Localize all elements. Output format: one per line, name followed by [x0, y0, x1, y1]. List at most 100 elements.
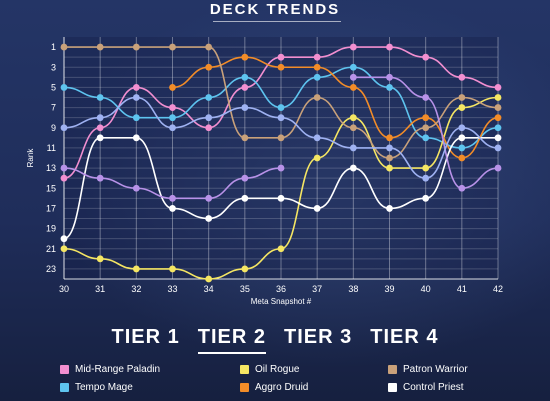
data-point-patron-warrior: [349, 124, 357, 132]
data-point-tempo-mage: [169, 114, 176, 122]
data-point-tempo-mage: [349, 63, 357, 71]
data-point-control-priest: [60, 235, 68, 243]
x-tick-label: 34: [204, 284, 214, 294]
data-point-lavender: [132, 184, 140, 192]
data-point-oil-rogue: [313, 154, 321, 162]
y-tick-label: 17: [46, 203, 56, 213]
tab-tier-2[interactable]: TIER 2: [197, 324, 266, 354]
data-point-control-priest: [458, 134, 466, 142]
data-point-lavender: [169, 194, 176, 202]
data-point-sky: [313, 134, 321, 142]
title-underline: [213, 21, 341, 22]
y-tick-label: 11: [47, 143, 56, 153]
data-point-lavender: [349, 73, 357, 81]
legend-swatch: [388, 382, 397, 392]
data-point-sky: [494, 144, 502, 152]
y-tick-label: 23: [46, 264, 56, 274]
tab-tier-3[interactable]: TIER 3: [284, 326, 353, 348]
data-point-aggro-druid: [241, 53, 249, 61]
data-point-patron-warrior: [422, 124, 430, 132]
legend-label: Aggro Druid: [255, 381, 309, 393]
data-point-sky: [205, 114, 213, 122]
data-point-control-priest: [241, 194, 249, 202]
data-point-mid-range-paladin: [458, 73, 466, 81]
legend-label: Control Priest: [403, 381, 464, 393]
data-point-patron-warrior: [132, 43, 140, 51]
data-point-tempo-mage: [96, 94, 104, 101]
legend-swatch: [60, 364, 69, 374]
data-point-sky: [386, 144, 393, 152]
legend-item-patron-warrior[interactable]: Patron Warrior: [388, 362, 468, 376]
legend-label: Oil Rogue: [255, 363, 300, 375]
data-point-tempo-mage: [241, 73, 249, 81]
legend-item-control-priest[interactable]: Control Priest: [388, 380, 464, 394]
legend-swatch: [388, 364, 397, 374]
y-tick-label: 1: [51, 42, 56, 52]
data-point-mid-range-paladin: [494, 84, 502, 91]
plot-area: [64, 37, 498, 279]
data-point-sky: [422, 174, 430, 182]
x-tick-label: 39: [384, 284, 394, 294]
legend-item-aggro-druid[interactable]: Aggro Druid: [240, 380, 308, 394]
x-tick-label: 41: [457, 284, 467, 294]
data-point-control-priest: [422, 194, 430, 202]
data-point-control-priest: [313, 205, 321, 212]
x-tick-label: 35: [240, 284, 250, 294]
y-tick-label: 19: [46, 224, 56, 234]
data-point-control-priest: [494, 134, 502, 142]
legend-item-oil-rogue[interactable]: Oil Rogue: [240, 362, 299, 376]
series-line-lavender: [353, 76, 499, 190]
y-tick-label: 13: [46, 163, 56, 173]
data-point-control-priest: [205, 215, 213, 222]
data-point-control-priest: [169, 205, 176, 212]
data-point-patron-warrior: [169, 43, 176, 51]
data-point-mid-range-paladin: [96, 124, 104, 132]
series-line-aggro-druid: [172, 56, 499, 159]
chart-legend: Mid-Range Paladin Oil Rogue Patron Warri…: [0, 362, 550, 398]
data-point-tempo-mage: [494, 124, 502, 132]
data-point-patron-warrior: [277, 134, 285, 142]
data-point-oil-rogue: [205, 275, 213, 283]
data-point-aggro-druid: [458, 154, 466, 162]
data-point-mid-range-paladin: [386, 43, 393, 51]
data-point-oil-rogue: [96, 255, 104, 263]
data-point-oil-rogue: [277, 245, 285, 253]
data-point-aggro-druid: [386, 134, 393, 142]
legend-label: Tempo Mage: [75, 381, 133, 393]
data-point-oil-rogue: [494, 94, 502, 101]
data-point-lavender: [494, 164, 502, 172]
x-tick-label: 31: [95, 284, 105, 294]
data-point-aggro-druid: [313, 63, 321, 71]
y-tick-label: 5: [51, 82, 56, 92]
data-point-patron-warrior: [313, 94, 321, 101]
data-point-sky: [349, 144, 357, 152]
x-tick-label: 30: [59, 284, 69, 294]
data-point-sky: [458, 124, 466, 132]
data-point-sky: [132, 94, 140, 101]
data-point-sky: [277, 114, 285, 122]
data-point-control-priest: [96, 134, 104, 142]
x-tick-label: 37: [312, 284, 322, 294]
data-point-tempo-mage: [422, 134, 430, 142]
data-point-sky: [96, 114, 104, 122]
data-point-oil-rogue: [386, 164, 393, 172]
data-point-mid-range-paladin: [60, 174, 68, 182]
data-point-lavender: [241, 174, 249, 182]
tab-tier-4[interactable]: TIER 4: [370, 326, 439, 348]
y-tick-label: 7: [51, 103, 56, 113]
tab-tier-1[interactable]: TIER 1: [111, 326, 180, 348]
data-point-lavender: [205, 194, 213, 202]
data-point-aggro-druid: [205, 63, 213, 71]
data-point-mid-range-paladin: [132, 84, 140, 91]
legend-item-mid-range-paladin[interactable]: Mid-Range Paladin: [60, 362, 160, 376]
data-point-mid-range-paladin: [349, 43, 357, 51]
tier-tabs: TIER 1 TIER 2 TIER 3 TIER 4: [0, 324, 550, 354]
legend-swatch: [240, 382, 249, 392]
data-point-tempo-mage: [313, 73, 321, 81]
data-point-lavender: [458, 184, 466, 192]
legend-item-tempo-mage[interactable]: Tempo Mage: [60, 380, 133, 394]
data-point-oil-rogue: [60, 245, 68, 253]
data-point-lavender: [96, 174, 104, 182]
x-tick-label: 38: [348, 284, 358, 294]
